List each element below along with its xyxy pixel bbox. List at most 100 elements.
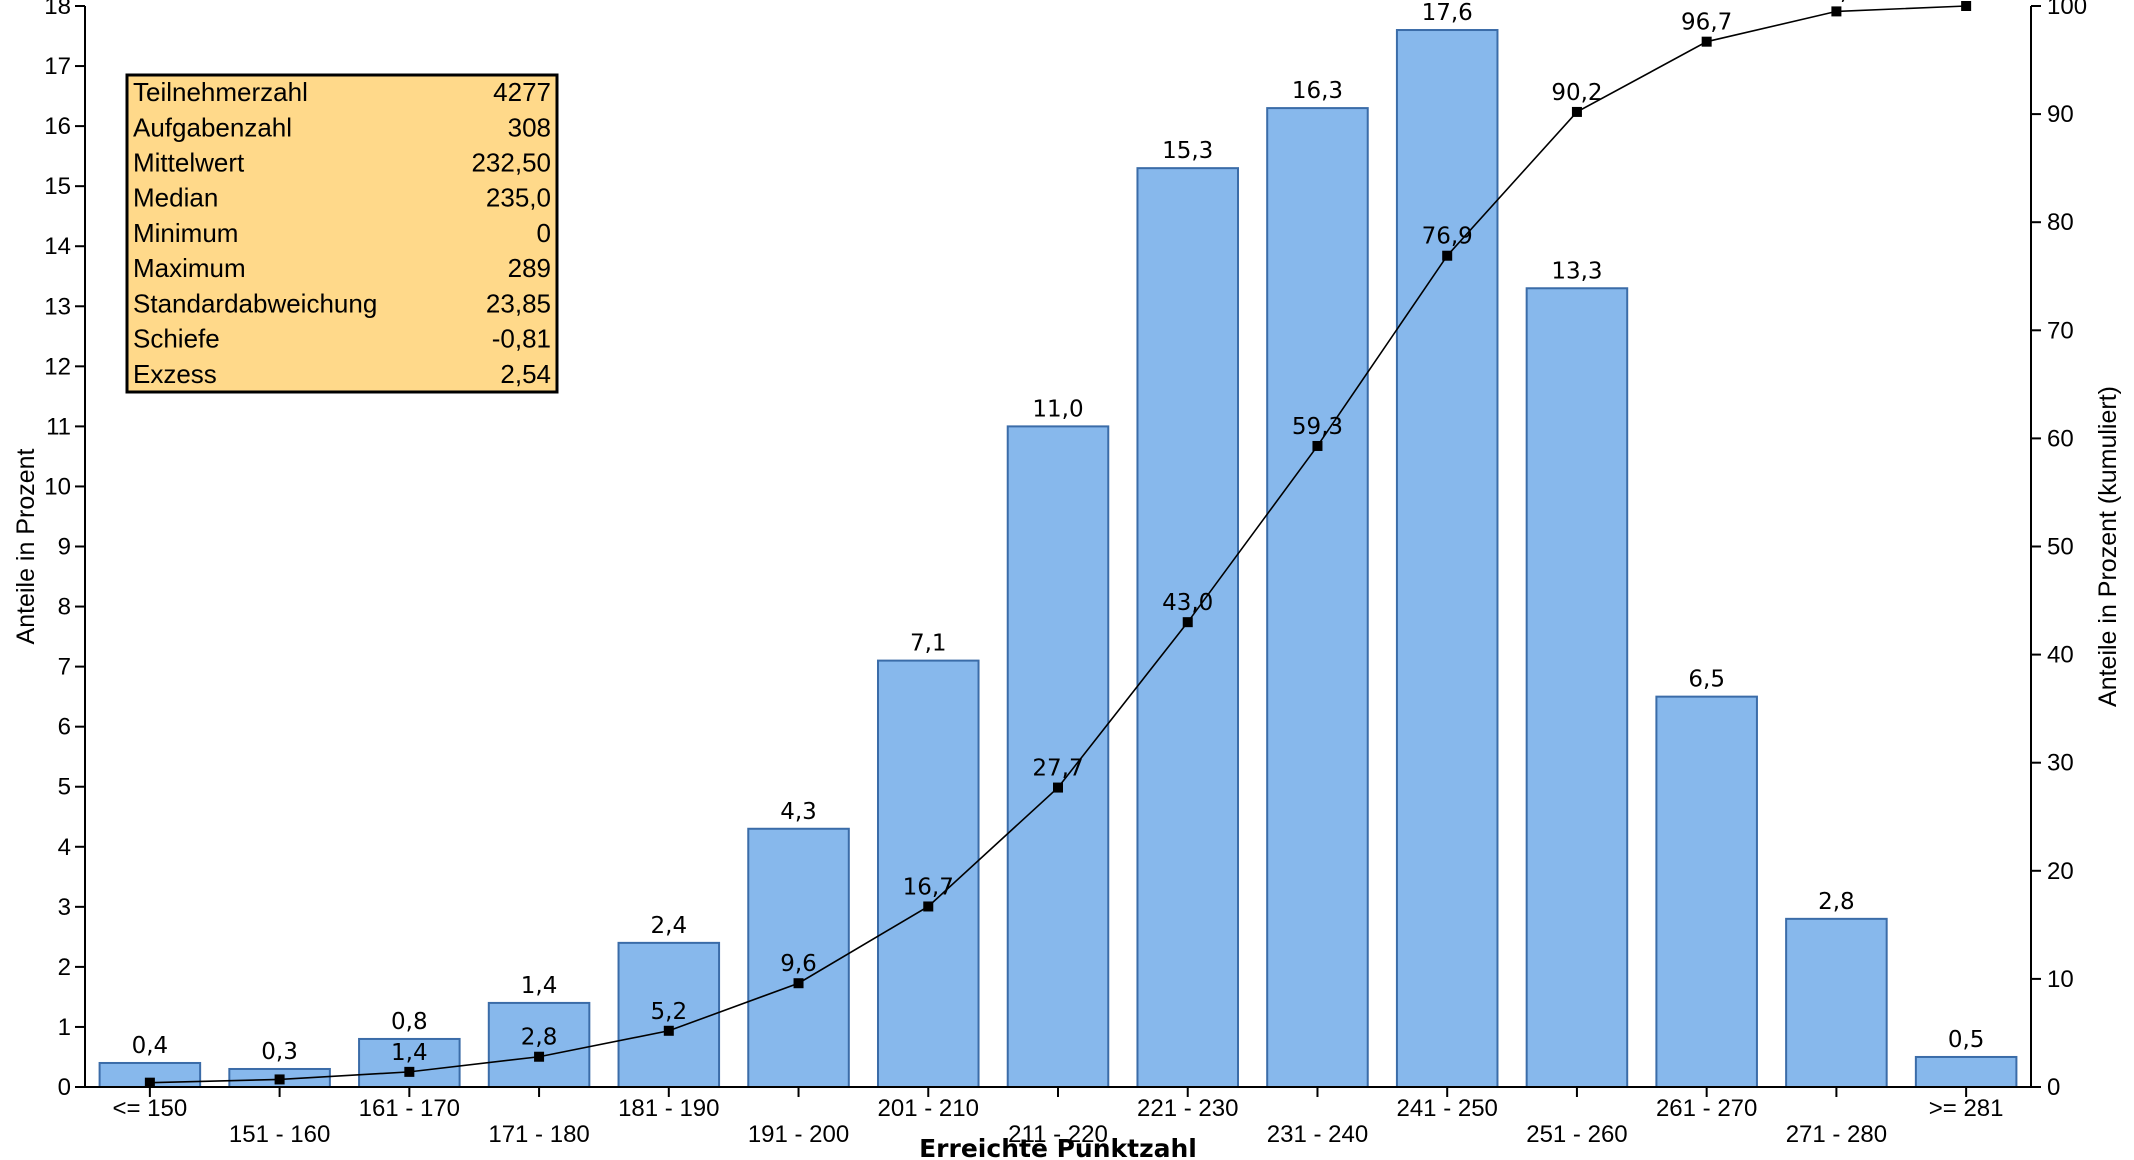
bars-group: [98, 29, 2018, 1089]
cumulative-value-label: 96,7: [1681, 10, 1732, 36]
x-tick-label: 161 - 170: [359, 1095, 460, 1122]
stats-row-value: -0,81: [492, 324, 551, 354]
stats-row-label: Median: [133, 183, 218, 213]
cumulative-point: [1053, 782, 1063, 793]
bar-value-label: 2,4: [651, 913, 688, 939]
bar-value-label: 11,0: [1032, 396, 1083, 422]
cumulative-point: [144, 1077, 155, 1088]
stats-row-value: 4277: [493, 77, 551, 107]
bar-value-label: 1,4: [521, 973, 558, 999]
y2-axis-title: Anteile in Prozent (kumuliert): [2094, 386, 2122, 707]
bar-value-label: 16,3: [1292, 78, 1343, 104]
y-tick-label: 14: [44, 233, 71, 260]
bar-value-label: 0,8: [391, 1009, 428, 1035]
y2-tick-label: 100: [2047, 0, 2087, 20]
cumulative-value-label: 99,5: [1811, 0, 1862, 5]
axes-group: 0123456789101112131415161718010203040506…: [12, 0, 2122, 1160]
stats-row-value: 289: [508, 253, 551, 283]
cumulative-point: [793, 978, 804, 989]
stats-row-label: Standardabweichung: [133, 288, 377, 318]
x-tick-label: 201 - 210: [878, 1095, 979, 1122]
stats-row-value: 308: [508, 112, 551, 142]
cumulative-point: [663, 1025, 674, 1036]
cumulative-point: [1701, 36, 1712, 47]
bar: [1395, 29, 1499, 1089]
cumulative-point: [1182, 617, 1193, 628]
x-tick-label: <= 150: [112, 1095, 187, 1122]
y-tick-label: 6: [58, 714, 71, 741]
cumulative-value-label: 16,7: [903, 874, 954, 900]
x-tick-label: 241 - 250: [1396, 1095, 1497, 1122]
stats-row-value: 232,50: [471, 148, 551, 178]
stats-row-value: 2,54: [500, 359, 551, 389]
y2-tick-label: 90: [2047, 101, 2074, 128]
bar-value-label: 4,3: [780, 799, 817, 825]
y2-tick-label: 20: [2047, 858, 2074, 885]
cumulative-line-group: [144, 1, 1972, 1088]
cumulative-value-label: 59,3: [1292, 414, 1343, 440]
y2-tick-label: 30: [2047, 750, 2074, 777]
x-tick-label: 251 - 260: [1526, 1121, 1627, 1148]
x-tick-label: 221 - 230: [1137, 1095, 1238, 1122]
bar: [1914, 1055, 2018, 1088]
stats-row-value: 23,85: [486, 288, 551, 318]
cumulative-point: [404, 1066, 415, 1077]
cumulative-point: [274, 1074, 285, 1085]
y-tick-label: 10: [44, 473, 71, 500]
cumulative-value-label: 43,0: [1162, 590, 1213, 616]
bar-value-label: 0,5: [1948, 1027, 1985, 1053]
y-tick-label: 16: [44, 113, 71, 140]
bar-value-label: 6,5: [1688, 667, 1725, 693]
bar: [1655, 695, 1758, 1089]
bar: [1266, 107, 1369, 1089]
bar: [1785, 917, 1888, 1088]
cumulative-point: [1312, 440, 1323, 451]
cumulative-value-label: 9,6: [780, 951, 817, 977]
bar-value-label: 0,4: [132, 1033, 169, 1059]
cumulative-point: [1571, 106, 1582, 117]
stats-box-background: [125, 73, 559, 394]
bar-value-label: 15,3: [1162, 138, 1213, 164]
cumulative-value-label: 27,7: [1032, 756, 1083, 782]
y-tick-label: 2: [58, 954, 71, 981]
stats-row-label: Teilnehmerzahl: [133, 77, 308, 107]
x-tick-label: 151 - 160: [229, 1121, 330, 1148]
y-tick-label: 13: [44, 293, 71, 320]
x-axis-title: Erreichte Punktzahl: [919, 1134, 1197, 1160]
bar: [487, 1001, 591, 1089]
bar-value-label: 17,6: [1422, 0, 1473, 26]
cumulative-value-label: 90,2: [1551, 80, 1602, 106]
x-tick-label: >= 281: [1929, 1095, 2004, 1122]
y2-tick-label: 0: [2047, 1074, 2060, 1101]
y2-tick-label: 10: [2047, 966, 2074, 993]
y-tick-label: 7: [58, 654, 71, 681]
stats-row-label: Schiefe: [133, 324, 220, 354]
x-tick-label: 231 - 240: [1267, 1121, 1368, 1148]
y2-tick-label: 50: [2047, 534, 2074, 561]
y2-tick-label: 70: [2047, 317, 2074, 344]
cumulative-value-label: 2,8: [521, 1025, 558, 1051]
y-tick-label: 1: [58, 1014, 71, 1041]
stats-row-label: Mittelwert: [133, 148, 245, 178]
y2-tick-label: 80: [2047, 209, 2074, 236]
y-tick-label: 4: [58, 834, 71, 861]
bar: [1525, 287, 1629, 1088]
cumulative-point: [923, 901, 934, 912]
stats-row-value: 235,0: [486, 183, 551, 213]
y-tick-label: 15: [44, 173, 71, 200]
bar: [358, 1037, 461, 1089]
cumulative-value-label: 1,4: [391, 1040, 428, 1066]
y-tick-label: 5: [58, 774, 71, 801]
x-tick-label: 271 - 280: [1786, 1121, 1887, 1148]
y-tick-label: 12: [44, 353, 71, 380]
stats-row-value: 0: [537, 218, 551, 248]
x-tick-label: 171 - 180: [488, 1121, 589, 1148]
y2-tick-label: 40: [2047, 642, 2074, 669]
bar-value-label: 7,1: [910, 631, 947, 657]
cumulative-point: [534, 1051, 545, 1062]
bar: [1006, 425, 1110, 1088]
x-tick-label: 181 - 190: [618, 1095, 719, 1122]
y-axis-title: Anteile in Prozent: [12, 448, 40, 644]
bar-value-label: 2,8: [1818, 889, 1855, 915]
stats-row-label: Exzess: [133, 359, 217, 389]
